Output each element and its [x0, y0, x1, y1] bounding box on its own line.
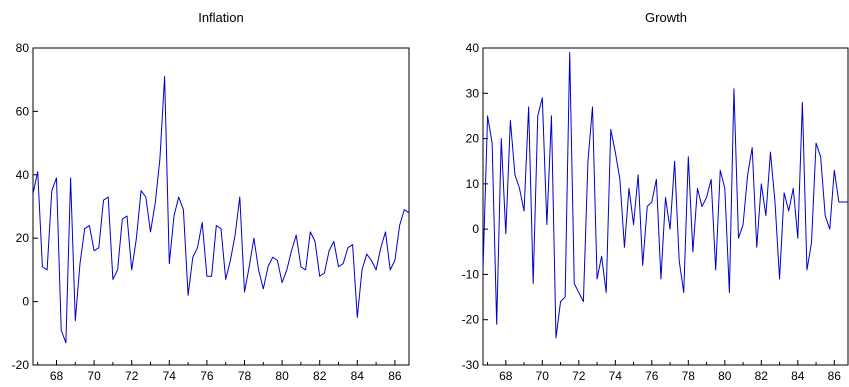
growth-x-tick-label: 72 [572, 369, 586, 383]
growth-x-tick-label: 74 [609, 369, 623, 383]
inflation-chart: Inflation -20 0 20 40 60 80 68 70 72 74 76 78 80 82 84 8… [12, 10, 410, 383]
inflation-y-tick-label: 20 [16, 231, 30, 245]
inflation-series-line [32, 76, 410, 344]
inflation-plot-frame [32, 47, 410, 366]
inflation-x-tick-label: 82 [313, 369, 327, 383]
growth-x-tick-label: 76 [645, 369, 659, 383]
inflation-y-tick-label: 80 [16, 41, 30, 55]
growth-plot-frame [482, 47, 849, 366]
growth-y-tick-label: 40 [466, 41, 480, 55]
inflation-x-tick-label: 76 [200, 369, 214, 383]
growth-y-tick-label: -30 [462, 358, 480, 372]
growth-x-tick-label: 84 [791, 369, 805, 383]
inflation-x-tick-label: 74 [163, 369, 177, 383]
inflation-x-tick-label: 86 [388, 369, 402, 383]
growth-chart-title: Growth [645, 10, 687, 25]
inflation-x-tick-label: 80 [275, 369, 289, 383]
growth-x-tick-label: 86 [828, 369, 842, 383]
growth-y-tick-label: 20 [466, 132, 480, 146]
growth-y-tick-label: -10 [462, 267, 480, 281]
growth-y-tick-label: 30 [466, 86, 480, 100]
inflation-y-tick-label: 0 [22, 295, 29, 309]
growth-y-tick-label: 0 [472, 222, 479, 236]
growth-x-tick-label: 82 [755, 369, 769, 383]
inflation-y-tick-label: 40 [16, 168, 30, 182]
growth-series-line [482, 52, 848, 339]
growth-x-tick-label: 68 [499, 369, 513, 383]
growth-chart: Growth -30 -20 -10 0 10 20 30 40 68 70 72 74 76 78 80 82… [462, 10, 849, 383]
inflation-x-tick-label: 72 [125, 369, 139, 383]
inflation-y-tick-label: 60 [16, 104, 30, 118]
growth-x-tick-label: 80 [718, 369, 732, 383]
inflation-x-tick-label: 78 [238, 369, 252, 383]
inflation-x-tick-label: 84 [351, 369, 365, 383]
growth-y-tick-label: 10 [466, 177, 480, 191]
growth-y-tick-label: -20 [462, 313, 480, 327]
inflation-x-tick-label: 70 [87, 369, 101, 383]
inflation-x-tick-label: 68 [50, 369, 64, 383]
growth-x-tick-label: 78 [682, 369, 696, 383]
inflation-chart-title: Inflation [198, 10, 244, 25]
inflation-y-tick-label: -20 [12, 358, 30, 372]
growth-x-tick-label: 70 [536, 369, 550, 383]
